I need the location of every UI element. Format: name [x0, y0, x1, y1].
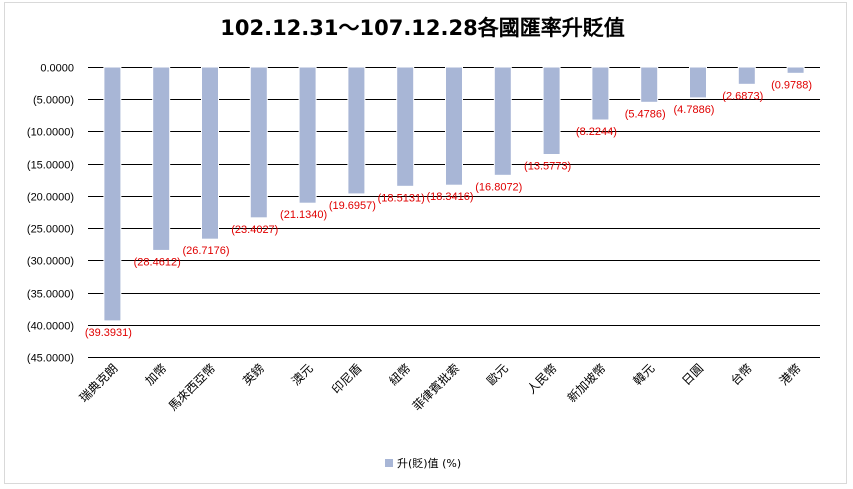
data-label: (16.8072) — [475, 181, 522, 193]
bar — [152, 66, 171, 251]
data-label: (28.4612) — [134, 256, 181, 268]
x-tick-label: 馬來西亞幣 — [166, 361, 218, 413]
y-tick-label: (30.0000) — [27, 256, 74, 268]
y-tick-label: 0.0000 — [40, 63, 74, 75]
data-labels: (39.3931) (28.4612)(26.7176)(23.4027)(21.… — [85, 79, 812, 339]
bar — [737, 66, 756, 85]
bar — [689, 66, 707, 99]
data-label: (21.1340) — [280, 209, 327, 221]
bars — [103, 66, 805, 322]
y-tick-label: (25.0000) — [27, 224, 74, 236]
data-label: (23.4027) — [231, 224, 278, 236]
data-label: (19.6957) — [329, 200, 376, 212]
x-tick-label: 加幣 — [142, 361, 169, 388]
y-axis-ticks: 0.0000 (5.0000) (10.0000) (15.0000) (20.0000… — [27, 63, 74, 365]
data-label: (18.3416) — [426, 191, 473, 203]
y-tick-label: (45.0000) — [27, 353, 74, 365]
bar — [201, 66, 219, 240]
bar — [298, 66, 317, 204]
data-label: (18.5131) — [378, 192, 425, 204]
y-tick-label: (35.0000) — [27, 289, 74, 301]
data-label: (5.4786) — [625, 108, 666, 120]
data-label: (2.6873) — [722, 90, 763, 102]
bar — [347, 66, 366, 195]
x-tick-label: 日圓 — [679, 361, 706, 388]
data-label: (13.5773) — [524, 160, 571, 172]
legend-swatch — [385, 459, 393, 467]
y-tick-label: (15.0000) — [27, 160, 74, 172]
chart-title: 102.12.31～107.12.28各國匯率升貶值 — [220, 16, 625, 40]
bar — [103, 66, 122, 322]
x-tick-label: 歐元 — [483, 361, 511, 389]
x-tick-label: 菲律賓批索 — [409, 361, 462, 414]
data-label: (39.3931) — [85, 327, 132, 339]
bar — [396, 66, 415, 187]
legend-label: 升(貶)值 (%) — [397, 457, 462, 470]
bar — [493, 66, 512, 176]
x-tick-label: 人民幣 — [524, 361, 559, 396]
x-tick-label: 英鎊 — [239, 361, 267, 389]
x-tick-label: 新加坡幣 — [564, 361, 609, 406]
bar — [249, 66, 268, 219]
x-tick-label: 韓元 — [630, 361, 657, 388]
x-tick-label: 台幣 — [727, 361, 755, 389]
data-label: (8.2244) — [576, 126, 617, 138]
x-tick-label: 印尼盾 — [329, 361, 364, 396]
y-tick-label: (10.0000) — [27, 127, 74, 139]
y-tick-label: (5.0000) — [33, 95, 74, 107]
bar — [640, 66, 659, 103]
data-label: (4.7886) — [674, 104, 715, 116]
y-tick-label: (20.0000) — [27, 192, 74, 204]
data-label: (0.9788) — [771, 79, 812, 91]
bar — [445, 66, 463, 186]
x-tick-label: 澳元 — [289, 361, 316, 388]
x-tick-label: 紐幣 — [386, 361, 413, 388]
bar — [591, 66, 610, 121]
legend: 升(貶)值 (%) — [385, 455, 461, 471]
x-tick-label: 瑞典克朗 — [77, 361, 121, 405]
x-tick-label: 港幣 — [777, 361, 804, 388]
y-tick-label: (40.0000) — [27, 321, 74, 333]
bar — [786, 66, 805, 74]
data-label: (26.7176) — [182, 245, 229, 257]
bar — [542, 66, 561, 155]
